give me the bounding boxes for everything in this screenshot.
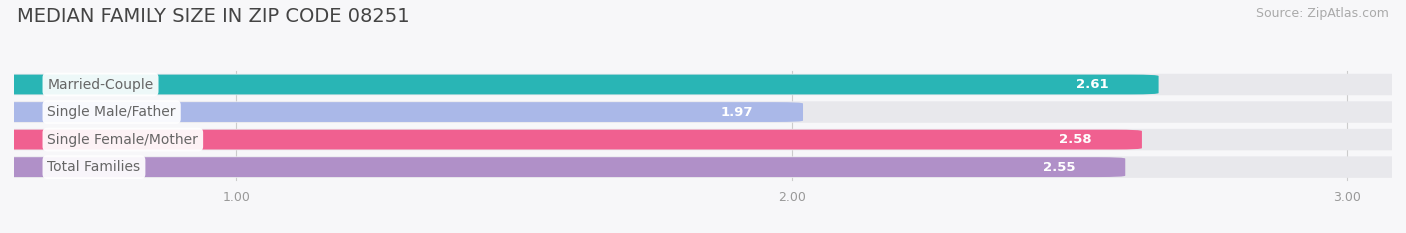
FancyBboxPatch shape [0, 102, 803, 122]
Text: 2.58: 2.58 [1059, 133, 1092, 146]
FancyBboxPatch shape [0, 157, 1125, 177]
FancyBboxPatch shape [0, 156, 1406, 178]
Text: Married-Couple: Married-Couple [48, 78, 153, 92]
FancyBboxPatch shape [0, 75, 1159, 94]
Text: Total Families: Total Families [48, 160, 141, 174]
FancyBboxPatch shape [0, 101, 1406, 123]
Text: Source: ZipAtlas.com: Source: ZipAtlas.com [1256, 7, 1389, 20]
Text: 2.55: 2.55 [1043, 161, 1076, 174]
Text: MEDIAN FAMILY SIZE IN ZIP CODE 08251: MEDIAN FAMILY SIZE IN ZIP CODE 08251 [17, 7, 409, 26]
Text: 2.61: 2.61 [1076, 78, 1108, 91]
FancyBboxPatch shape [0, 130, 1142, 150]
Text: 1.97: 1.97 [720, 106, 754, 119]
FancyBboxPatch shape [0, 74, 1406, 95]
Text: Single Male/Father: Single Male/Father [48, 105, 176, 119]
Text: Single Female/Mother: Single Female/Mother [48, 133, 198, 147]
FancyBboxPatch shape [0, 129, 1406, 150]
